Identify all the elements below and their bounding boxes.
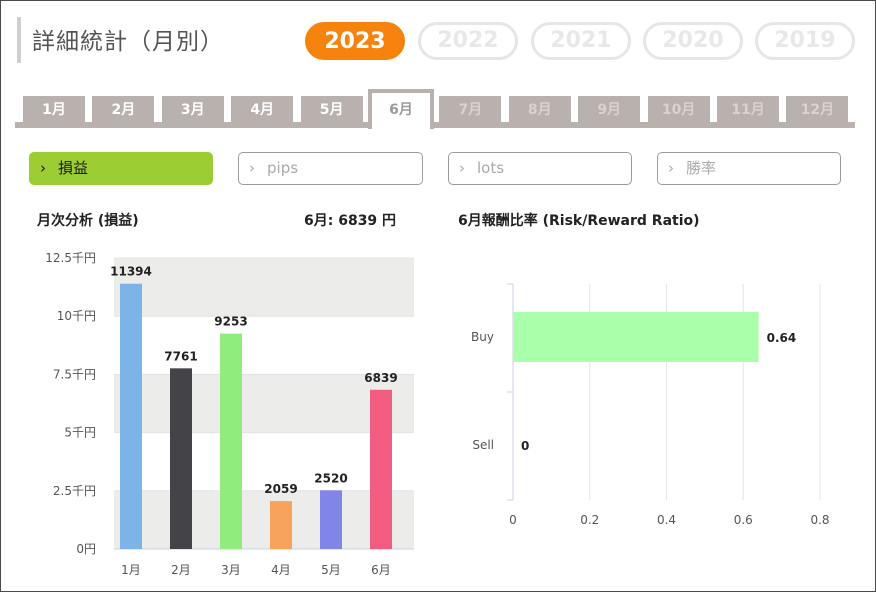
x-tick-label: 5月 <box>321 563 341 577</box>
metric-button-0[interactable]: › 損益 <box>29 152 213 185</box>
bar-2月 <box>170 368 192 549</box>
page-title: 詳細統計（月別） <box>32 29 224 55</box>
metric-button-2[interactable]: › lots <box>448 152 632 185</box>
bar-5月 <box>320 490 342 549</box>
bar-Buy <box>513 312 759 362</box>
month-tab-baseline <box>15 122 855 128</box>
y-tick-label: 10千円 <box>57 309 96 323</box>
y-tick-label: 5千円 <box>64 426 96 440</box>
month-tab-6[interactable]: 6月 <box>368 89 434 129</box>
bar-6月 <box>370 389 392 549</box>
metric-label: 損益 <box>58 159 89 177</box>
chevron-right-icon: › <box>459 159 465 177</box>
x-tick-label: 4月 <box>271 563 291 577</box>
category-label: Buy <box>471 330 494 344</box>
year-button-2020[interactable]: 2020 <box>643 22 743 60</box>
plot-band <box>114 490 414 549</box>
x-tick-label: 0.6 <box>734 513 753 527</box>
x-tick-label: 1月 <box>121 563 141 577</box>
x-tick-label: 0 <box>509 513 517 527</box>
year-button-2021[interactable]: 2021 <box>531 22 631 60</box>
metric-button-3[interactable]: › 勝率 <box>657 152 841 185</box>
month-tab-5[interactable]: 5月 <box>300 96 363 126</box>
x-tick-label: 6月 <box>371 563 391 577</box>
month-tab-3[interactable]: 3月 <box>161 96 224 126</box>
x-tick-label: 0.4 <box>657 513 676 527</box>
x-tick-label: 0.2 <box>580 513 599 527</box>
data-label: 2059 <box>264 482 297 496</box>
data-label: 11394 <box>110 265 152 279</box>
bar-1月 <box>120 283 142 549</box>
plot-band <box>114 258 414 317</box>
metric-button-1[interactable]: › pips <box>238 152 423 185</box>
data-label: 2520 <box>314 471 347 485</box>
data-label: 7761 <box>164 349 197 363</box>
data-label: 0 <box>521 439 529 453</box>
year-button-2019[interactable]: 2019 <box>755 22 855 60</box>
month-tab-2[interactable]: 2月 <box>92 96 155 126</box>
metric-label: 勝率 <box>686 159 717 177</box>
y-tick-label: 2.5千円 <box>53 484 96 498</box>
bar-4月 <box>270 501 292 549</box>
chevron-right-icon: › <box>249 159 255 177</box>
monthly-summary: 6月: 6839 円 <box>304 213 397 229</box>
chevron-right-icon: › <box>668 159 674 177</box>
x-tick-label: 0.8 <box>810 513 829 527</box>
month-tab-12[interactable]: 12月 <box>786 96 849 126</box>
data-label: 6839 <box>364 371 397 385</box>
year-button-2023[interactable]: 2023 <box>305 22 405 60</box>
month-tab-1[interactable]: 1月 <box>23 96 85 126</box>
x-tick-label: 2月 <box>171 563 191 577</box>
bar-3月 <box>220 333 242 549</box>
month-tab-9[interactable]: 9月 <box>578 96 641 126</box>
year-button-2022[interactable]: 2022 <box>418 22 518 60</box>
monthly-chart-title: 月次分析 (損益) <box>37 213 139 229</box>
data-label: 9253 <box>214 315 247 329</box>
y-tick-label: 0円 <box>76 542 96 556</box>
month-tab-4[interactable]: 4月 <box>231 96 294 126</box>
month-tab-10[interactable]: 10月 <box>647 96 710 126</box>
title-accent-bar <box>17 17 21 63</box>
metric-label: pips <box>267 159 299 177</box>
x-tick-label: 3月 <box>221 563 241 577</box>
month-tab-11[interactable]: 11月 <box>717 96 779 126</box>
chevron-right-icon: › <box>40 159 46 177</box>
month-tab-7[interactable]: 7月 <box>439 96 502 126</box>
y-tick-label: 12.5千円 <box>45 251 96 265</box>
y-tick-label: 7.5千円 <box>53 367 96 381</box>
data-label: 0.64 <box>767 331 797 345</box>
plot-band <box>114 374 414 433</box>
month-tab-8[interactable]: 8月 <box>508 96 571 126</box>
metric-label: lots <box>477 159 505 177</box>
category-label: Sell <box>472 438 494 452</box>
ratio-chart-title: 6月報酬比率 (Risk/Reward Ratio) <box>458 213 700 229</box>
